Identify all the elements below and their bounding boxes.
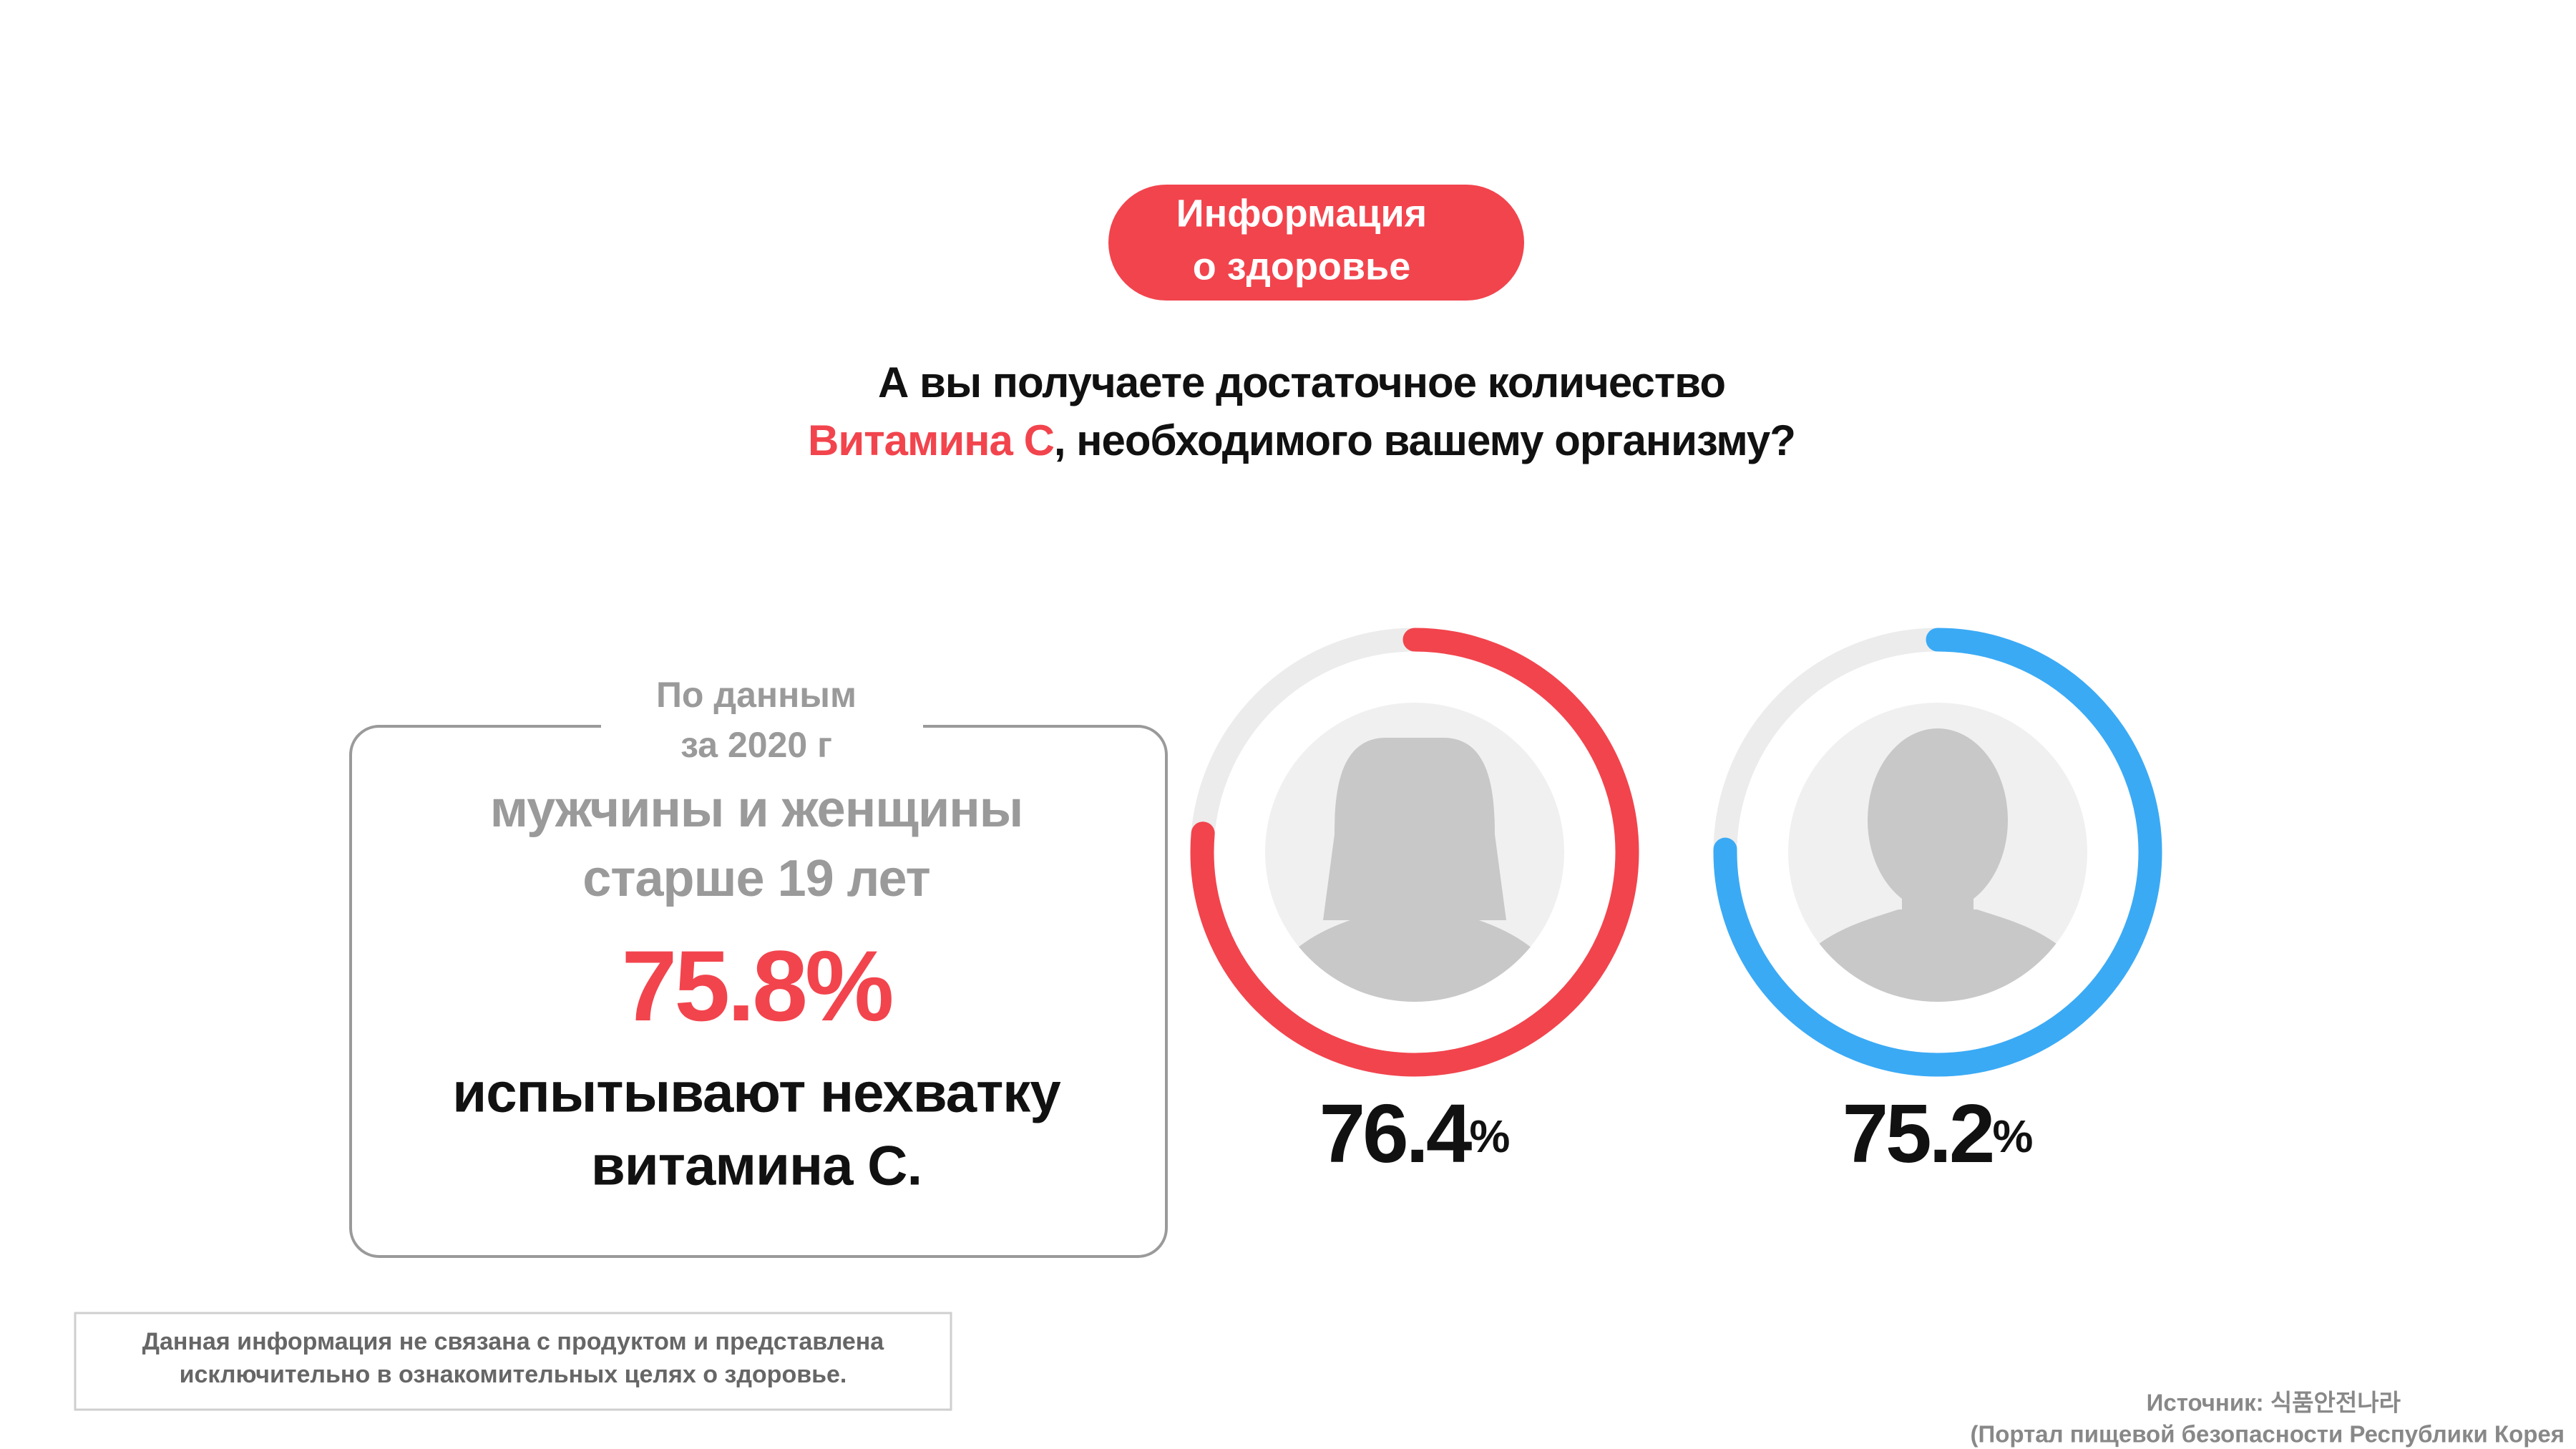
gauge-arc [1713,628,2162,1077]
gauge-value: 75.2 [1843,1087,1993,1180]
gauge-label: 76.4% [1319,1087,1511,1180]
badge [1108,185,1524,301]
badge-text: Информация [1176,192,1427,235]
gauge-arc [1190,628,1639,1077]
heading: А вы получаете достаточное количество [878,358,1725,406]
badge-text: о здоровье [1193,245,1411,288]
disclaimer: исключительно в ознакомительных целях о … [180,1361,847,1388]
heading-rest: , необходимого вашему организму? [1054,416,1795,464]
gauge-value: 76.4 [1319,1087,1472,1180]
gauges: 76.4% 75.2% [1190,628,2162,1180]
stat-description: витамина С. [591,1134,922,1197]
source: Источник: 식품안전나라 [2147,1390,2401,1416]
disclaimer-box [74,1312,952,1411]
caption-bg [601,708,923,751]
disclaimer: Данная информация не связана с продуктом… [142,1328,885,1355]
heading-highlight: Витамина С [808,416,1054,464]
stat-description: испытывают нехватку [452,1061,1060,1124]
male-icon [1788,703,2087,1002]
stat-group: старше 19 лет [582,850,930,907]
female-icon [1265,703,1564,1002]
gauge-unit: % [1992,1111,2033,1162]
source: (Портал пищевой безопасности Республики … [1971,1421,2565,1448]
heading: Витамина С, необходимого вашему организм… [808,416,1795,464]
stat-caption: за 2020 г [680,725,832,765]
stat-caption: По данным [656,675,857,715]
gauge-label: 75.2% [1843,1087,2034,1180]
stat-value: 75.8% [622,930,892,1042]
stat-group: мужчины и женщины [490,781,1023,838]
gauge-unit: % [1469,1111,1510,1162]
